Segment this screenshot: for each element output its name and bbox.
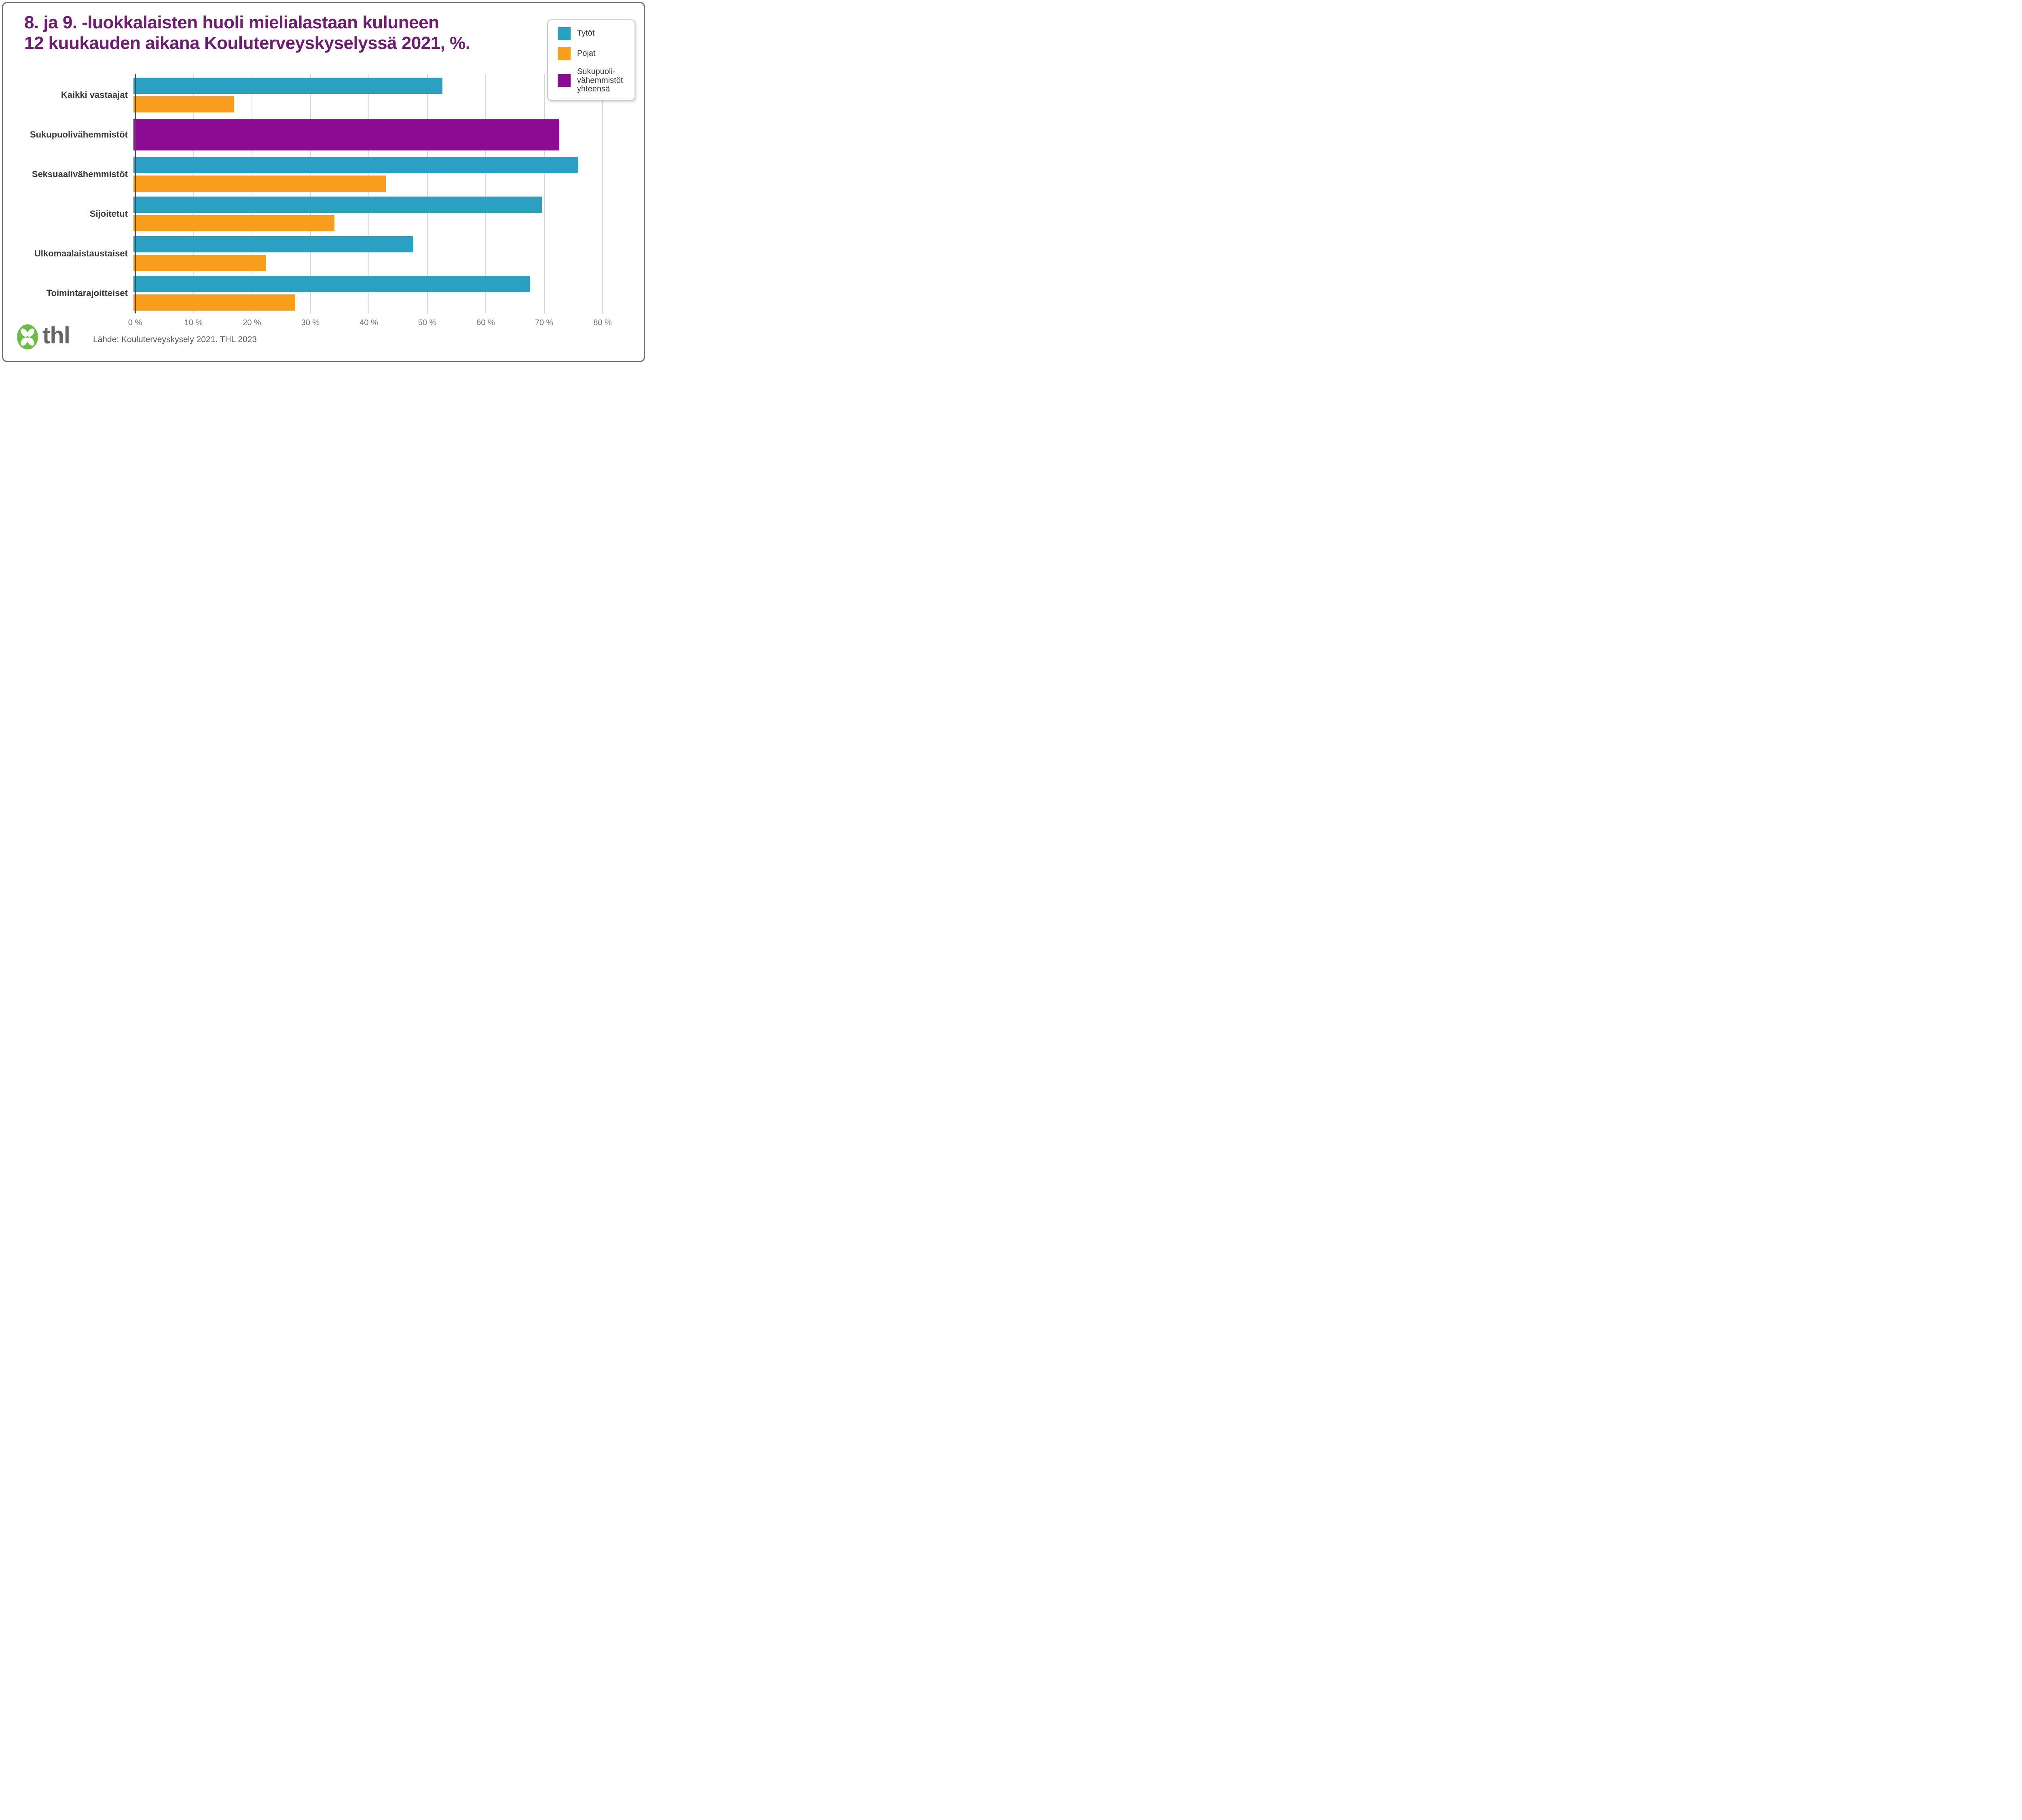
category-row: Sijoitetut — [3, 197, 644, 231]
bar-chart: Kaikki vastaajat Sukupuolivähemmistöt Seks… — [3, 74, 644, 333]
bar-tyt-t — [133, 236, 414, 252]
bar-tyt-t — [133, 78, 443, 94]
chart-title: 8. ja 9. -luokkalaisten huoli mielialast… — [24, 13, 470, 53]
bar-pojat — [133, 176, 386, 192]
x-tick-label-30: 30 % — [301, 318, 320, 327]
category-row: Seksuaalivähemmistöt — [3, 157, 644, 192]
x-tick-label-70: 70 % — [535, 318, 554, 327]
gridline-60 — [485, 74, 486, 313]
gridline-40 — [368, 74, 369, 313]
bar-pojat — [133, 294, 296, 311]
category-bars — [133, 117, 601, 152]
bar-sukupuoliv-hemmist-t-yhteens- — [133, 119, 560, 150]
bar-rows: Kaikki vastaajat Sukupuolivähemmistöt Seks… — [3, 78, 644, 315]
gridline-30 — [310, 74, 311, 313]
legend: Tytöt Pojat Sukupuoli- vähemmistöt yhtee… — [547, 19, 635, 101]
bar-pojat — [133, 96, 234, 112]
x-tick-label-80: 80 % — [593, 318, 612, 327]
category-row: Kaikki vastaajat — [3, 78, 644, 112]
bar-pojat — [133, 215, 335, 231]
category-label: Kaikki vastaajat — [61, 90, 128, 100]
legend-item-sukupuolivahemmistot: Sukupuoli- vähemmistöt yhteensä — [558, 67, 631, 94]
gridline-70 — [544, 74, 545, 313]
category-bars — [133, 78, 601, 112]
bar-tyt-t — [133, 197, 542, 213]
legend-swatch-sukupuolivahemmistot — [558, 74, 571, 87]
category-label: Seksuaalivähemmistöt — [32, 169, 128, 179]
bar-pojat — [133, 255, 266, 271]
legend-label-sukupuolivahemmistot: Sukupuoli- vähemmistöt yhteensä — [577, 67, 623, 94]
category-bars — [133, 157, 601, 192]
category-row: Sukupuolivähemmistöt — [3, 117, 644, 152]
x-tick-label-0: 0 % — [128, 318, 142, 327]
category-row: Toimintarajoitteiset — [3, 276, 644, 311]
category-label: Sukupuolivähemmistöt — [30, 129, 128, 140]
legend-swatch-pojat — [558, 47, 571, 60]
x-tick-label-60: 60 % — [476, 318, 495, 327]
x-tick-label-50: 50 % — [418, 318, 437, 327]
category-label: Toimintarajoitteiset — [46, 288, 128, 298]
y-axis-line — [134, 74, 136, 313]
bar-tyt-t — [133, 157, 578, 173]
category-bars — [133, 197, 601, 231]
thl-logo-text: thl — [42, 322, 70, 349]
legend-label-pojat: Pojat — [577, 49, 596, 58]
legend-swatch-tytot — [558, 27, 571, 40]
x-tick-label-40: 40 % — [360, 318, 378, 327]
category-label: Ulkomaalaistaustaiset — [34, 248, 128, 258]
x-tick-label-10: 10 % — [184, 318, 203, 327]
x-axis-ticks: 0 % 10 % 20 % 30 % 40 % 50 % 60 % 70 % 80 % — [128, 318, 612, 330]
gridline-50 — [427, 74, 428, 313]
source-text: Lähde: Kouluterveyskysely 2021. THL 2023 — [93, 335, 257, 344]
category-row: Ulkomaalaistaustaiset — [3, 236, 644, 271]
category-bars — [133, 276, 601, 311]
thl-logo-icon — [17, 324, 38, 349]
gridline-80 — [602, 74, 603, 313]
plot-grid — [134, 74, 603, 313]
infographic-frame: 8. ja 9. -luokkalaisten huoli mielialast… — [2, 2, 645, 362]
category-bars — [133, 236, 601, 271]
bar-tyt-t — [133, 276, 531, 292]
gridline-10 — [193, 74, 194, 313]
x-tick-label-20: 20 % — [243, 318, 261, 327]
legend-item-tytot: Tytöt — [558, 27, 631, 40]
legend-label-tytot: Tytöt — [577, 29, 595, 38]
category-label: Sijoitetut — [89, 209, 128, 219]
legend-item-pojat: Pojat — [558, 47, 631, 60]
